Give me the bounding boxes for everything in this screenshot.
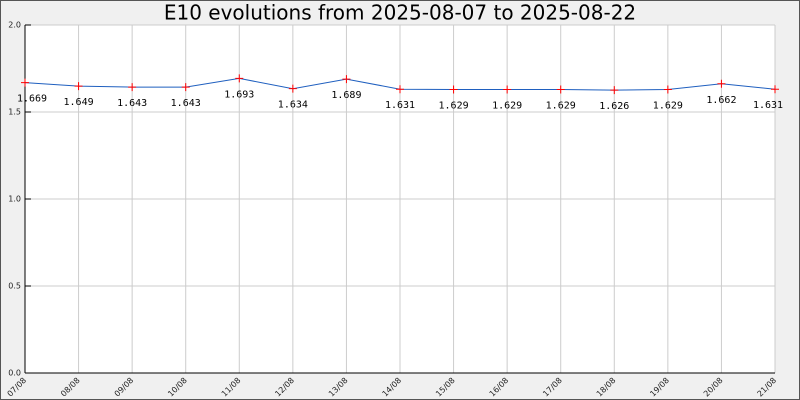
data-label: 1.693 [224, 89, 254, 100]
data-label: 1.662 [706, 95, 736, 106]
marker [503, 85, 512, 94]
marker [556, 85, 565, 94]
marker [181, 83, 190, 92]
data-label: 1.669 [17, 94, 47, 105]
marker [610, 86, 619, 95]
marker [74, 82, 83, 91]
marker [235, 74, 244, 83]
marker [717, 79, 726, 88]
marker [21, 78, 29, 87]
marker [342, 75, 351, 84]
y-tick-label: 2.0 [8, 21, 21, 30]
chart-title: E10 evolutions from 2025-08-07 to 2025-0… [164, 1, 636, 25]
data-label: 1.643 [117, 98, 147, 109]
data-label: 1.643 [171, 98, 201, 109]
marker [449, 85, 458, 94]
marker [663, 85, 672, 94]
data-label: 1.626 [599, 101, 629, 112]
y-tick-label: 1.0 [8, 195, 21, 204]
marker [288, 84, 297, 93]
data-label: 1.629 [492, 101, 522, 112]
marker [128, 83, 137, 92]
data-label: 1.631 [385, 100, 415, 111]
data-label: 1.649 [64, 97, 94, 108]
marker [396, 85, 404, 94]
data-label: 1.629 [439, 101, 469, 112]
data-label: 1.629 [546, 101, 576, 112]
y-tick-label: 1.5 [8, 108, 21, 117]
data-label: 1.629 [653, 101, 683, 112]
data-label: 1.689 [331, 90, 361, 101]
y-tick-label: 0.0 [8, 369, 21, 378]
y-tick-label: 0.5 [8, 282, 21, 291]
data-label: 1.634 [278, 100, 308, 111]
marker [771, 85, 779, 94]
data-label: 1.631 [753, 100, 783, 111]
